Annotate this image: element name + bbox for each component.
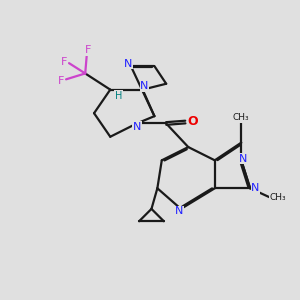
- Text: N: N: [124, 59, 132, 69]
- Text: N: N: [133, 122, 142, 132]
- Text: F: F: [58, 76, 64, 86]
- Text: H: H: [115, 91, 122, 100]
- Text: F: F: [85, 46, 92, 56]
- Text: F: F: [61, 57, 67, 67]
- Text: CH₃: CH₃: [233, 113, 250, 122]
- Text: N: N: [238, 154, 247, 164]
- Text: O: O: [188, 115, 198, 128]
- Text: N: N: [140, 81, 148, 91]
- Text: CH₃: CH₃: [269, 193, 286, 202]
- Text: N: N: [251, 183, 260, 193]
- Text: N: N: [175, 206, 184, 216]
